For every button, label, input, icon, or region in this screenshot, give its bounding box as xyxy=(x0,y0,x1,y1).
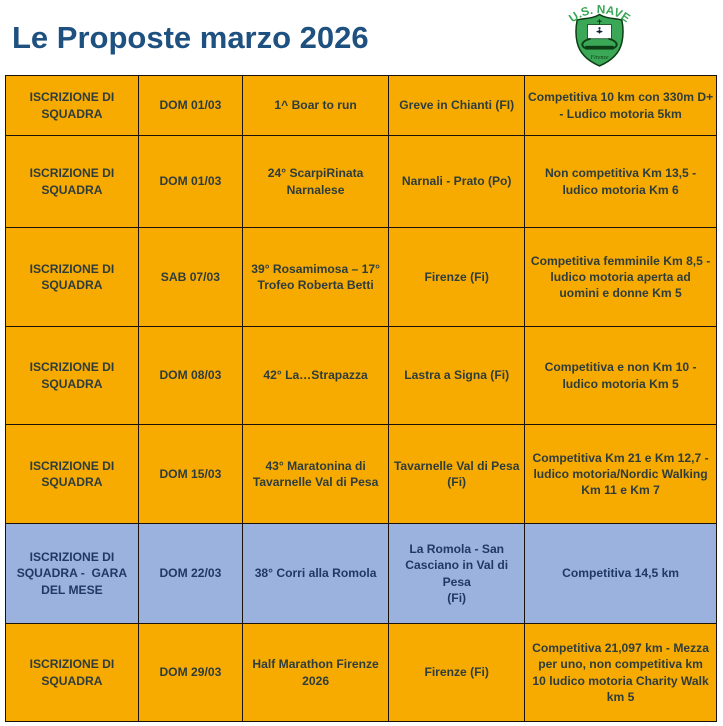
svg-text:Firenze: Firenze xyxy=(590,55,609,61)
